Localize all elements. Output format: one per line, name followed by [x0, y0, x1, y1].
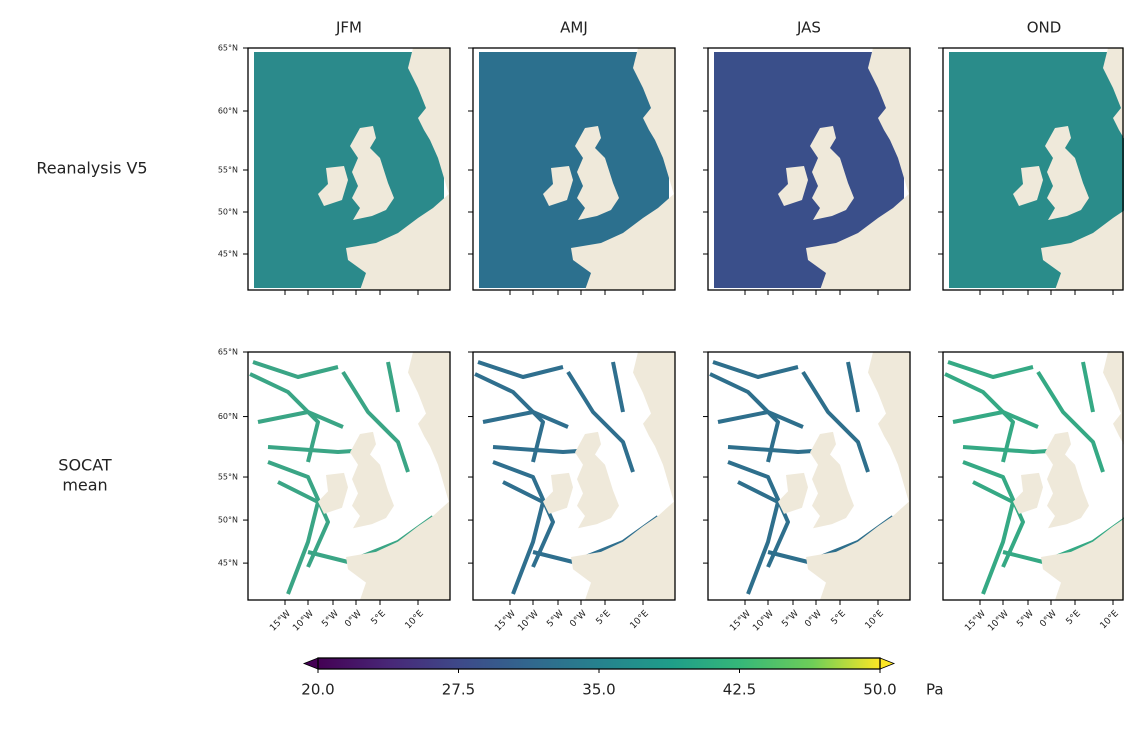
- ship-track: [727, 460, 790, 568]
- land: [778, 352, 910, 600]
- panel-frame: [472, 47, 676, 291]
- map-panel: 65°N 60°N 55°N 50°N 45°N 15°W10°W 5°W 0°W 5°E 10°…: [218, 348, 451, 634]
- ship-track: [492, 460, 555, 568]
- land: [1013, 352, 1124, 600]
- lon-label: 10°W: [291, 609, 316, 634]
- lon-label: 0°W: [803, 609, 824, 630]
- lon-label: 0°W: [343, 609, 364, 630]
- colorbar-extend-high: [879, 657, 896, 670]
- panel-frame: [942, 351, 1124, 601]
- panel-frame: [472, 351, 676, 601]
- ship-track: [267, 460, 330, 568]
- ship-track: [474, 372, 545, 463]
- lat-label: 65°N: [218, 44, 238, 53]
- colorbar-extend-low: [302, 657, 319, 670]
- ship-track: [944, 372, 1015, 463]
- lon-label: 15°W: [268, 609, 293, 634]
- lat-label: 45°N: [218, 559, 238, 568]
- ship-track: [249, 372, 320, 463]
- lat-label: 50°N: [218, 208, 238, 217]
- panel-frame: [707, 351, 911, 601]
- lon-label: 10°E: [629, 609, 652, 632]
- lon-label: 0°W: [1038, 609, 1059, 630]
- lon-label: 0°W: [568, 609, 589, 630]
- lon-label: 10°E: [404, 609, 427, 632]
- column-title: JFM: [335, 19, 362, 37]
- map-panel: 15°W10°W 5°W 0°W 5°E 10°E: [938, 351, 1124, 634]
- ship-track: [717, 410, 804, 429]
- ship-track: [252, 360, 339, 379]
- ship-track: [277, 480, 320, 595]
- lon-label: 5°W: [320, 609, 341, 630]
- panel-frame: [247, 47, 451, 291]
- lat-label: 65°N: [218, 348, 238, 357]
- ship-track: [972, 480, 1015, 595]
- map-panel: [703, 47, 911, 295]
- row-label: mean: [62, 476, 107, 495]
- ship-track: [502, 480, 545, 595]
- lon-label: 5°W: [780, 609, 801, 630]
- land: [318, 352, 450, 600]
- ship-track: [801, 370, 870, 473]
- ship-track: [1036, 370, 1105, 473]
- ship-track: [611, 361, 625, 413]
- ship-track: [737, 480, 780, 595]
- column-title: AMJ: [560, 19, 588, 37]
- lon-label: 5°E: [830, 609, 849, 628]
- colorbar: [318, 658, 880, 669]
- map-panel: 15°W10°W 5°W 0°W 5°E 10°E: [703, 351, 911, 634]
- ship-track: [482, 410, 569, 429]
- lon-label: 5°W: [1015, 609, 1036, 630]
- ship-track: [712, 360, 799, 379]
- lat-label: 45°N: [218, 250, 238, 259]
- colorbar-tick-label: 20.0: [301, 681, 334, 699]
- ship-track: [257, 410, 344, 429]
- lon-label: 10°E: [864, 609, 887, 632]
- map-panel: 65°N 60°N 55°N 50°N 45°N: [218, 44, 451, 295]
- ship-track: [952, 410, 1039, 429]
- panel-frame: [707, 47, 911, 291]
- ship-track: [709, 372, 780, 463]
- land: [543, 352, 675, 600]
- colorbar-unit: Pa: [926, 681, 944, 699]
- lon-label: 10°W: [751, 609, 776, 634]
- lon-label: 5°E: [595, 609, 614, 628]
- panel-frame: [247, 351, 451, 601]
- colorbar-tick-label: 50.0: [863, 681, 896, 699]
- row-label: Reanalysis V5: [36, 159, 147, 178]
- map-panel: [938, 47, 1124, 295]
- ship-track: [566, 370, 635, 473]
- lon-label: 5°E: [370, 609, 389, 628]
- ship-track: [846, 361, 860, 413]
- ship-track: [477, 360, 564, 379]
- ship-track: [962, 460, 1025, 568]
- lon-label: 5°W: [545, 609, 566, 630]
- lon-label: 10°W: [986, 609, 1011, 634]
- colorbar-tick-label: 42.5: [723, 681, 756, 699]
- map-panel: [468, 47, 676, 295]
- ship-track: [386, 361, 400, 413]
- lon-label: 15°W: [728, 609, 753, 634]
- lon-label: 10°E: [1099, 609, 1122, 632]
- colorbar-tick-label: 27.5: [442, 681, 475, 699]
- colorbar-tick-label: 35.0: [582, 681, 615, 699]
- lat-label: 60°N: [218, 107, 238, 116]
- panel-frame: [942, 47, 1124, 291]
- lon-label: 5°E: [1065, 609, 1084, 628]
- ship-track: [341, 370, 410, 473]
- map-panel: 15°W10°W 5°W 0°W 5°E 10°E: [468, 351, 676, 634]
- ship-track: [1081, 361, 1095, 413]
- column-title: JAS: [796, 19, 821, 37]
- column-title: OND: [1027, 19, 1062, 37]
- lon-label: 15°W: [963, 609, 988, 634]
- lat-label: 60°N: [218, 412, 238, 421]
- ship-track: [947, 360, 1034, 379]
- lat-label: 55°N: [218, 166, 238, 175]
- lon-label: 15°W: [493, 609, 518, 634]
- lon-label: 10°W: [516, 609, 541, 634]
- lat-label: 55°N: [218, 473, 238, 482]
- lat-label: 50°N: [218, 516, 238, 525]
- row-label: SOCAT: [58, 456, 112, 475]
